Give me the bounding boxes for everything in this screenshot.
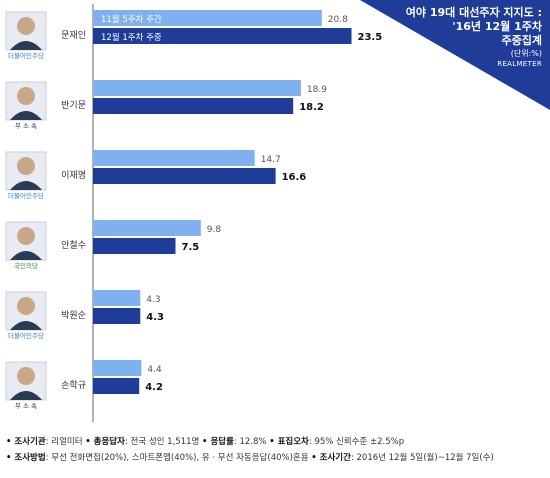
bar-prev-week — [93, 220, 201, 236]
brand-label: REALMETER — [497, 60, 542, 68]
footer-key: • 조사기간 — [311, 453, 351, 463]
data-label: 4.3 — [146, 312, 164, 323]
footer-line-2: • 조사방법: 무선 전화면접(20%), 스마트폰앱(40%), 유 · 무선… — [6, 450, 546, 466]
data-label: 23.5 — [358, 32, 383, 43]
bar-current-week — [93, 98, 294, 114]
candidate-portrait — [5, 11, 47, 51]
footer-value: : 2016년 12월 5일(월)~12월 7일(수) — [350, 453, 494, 463]
bar-current-week — [93, 168, 276, 184]
bar-current-week — [93, 378, 140, 394]
chart-title-line2: '16년 12월 1주차 — [452, 20, 542, 33]
bar-current-week — [93, 238, 176, 254]
candidate-name: 반기문 — [61, 100, 86, 111]
candidate-portrait — [5, 151, 47, 191]
party-label: 국민의당 — [14, 261, 38, 270]
chart-title-block: 여야 19대 대선주자 지지도 : '16년 12월 1주차 주중집계 (단위:… — [342, 6, 542, 69]
candidate-portrait — [5, 221, 47, 261]
portrait-suit — [10, 41, 42, 50]
footer-value: : 무선 전화면접(20%), 스마트폰앱(40%), 유 · 무선 자동응답(… — [45, 453, 309, 463]
data-label: 9.8 — [207, 225, 222, 235]
corner-title-background — [360, 0, 550, 110]
bar-prev-week — [93, 10, 322, 26]
legend-label: 12월 1주차 주중 — [101, 32, 162, 43]
data-label: 4.4 — [147, 365, 162, 375]
data-label: 4.2 — [145, 382, 163, 393]
footer-key: • 응답률 — [202, 437, 234, 447]
data-label: 7.5 — [182, 242, 200, 253]
candidate-portrait — [5, 81, 47, 121]
portrait-suit — [10, 111, 42, 120]
footer-value: : 전국 성인 1,511명 — [124, 437, 200, 447]
candidate-portrait — [5, 361, 47, 401]
portrait-face — [17, 367, 35, 385]
portrait-face — [17, 87, 35, 105]
chart-title-line3: 주중집계 — [501, 34, 542, 47]
bar-prev-week — [93, 150, 255, 166]
party-label: 더불어민주당 — [8, 331, 44, 340]
party-label: 무 소 속 — [15, 122, 37, 130]
data-label: 18.2 — [299, 102, 324, 113]
portrait-suit — [10, 321, 42, 330]
portrait-face — [17, 297, 35, 315]
data-label: 4.3 — [146, 295, 160, 305]
party-label: 더불어민주당 — [8, 191, 44, 200]
portrait-face — [17, 17, 35, 35]
candidate-name: 손학규 — [61, 380, 86, 391]
footer-value: : 12.8% — [233, 437, 267, 447]
candidate-name: 문재인 — [61, 30, 86, 41]
portrait-suit — [10, 251, 42, 260]
footer-value: : 95% 신뢰수준 ±2.5%p — [308, 437, 405, 447]
party-label: 더불어민주당 — [8, 51, 44, 60]
data-label: 14.7 — [261, 155, 281, 165]
chart-title-line1: 여야 19대 대선주자 지지도 : — [405, 6, 542, 19]
bar-current-week — [93, 28, 352, 44]
bar-prev-week — [93, 360, 142, 376]
bar-current-week — [93, 308, 141, 324]
candidate-name: 박원순 — [61, 310, 86, 321]
portrait-face — [17, 227, 35, 245]
candidate-name: 안철수 — [61, 240, 86, 251]
unit-label: (단위:%) — [510, 49, 542, 58]
footer-key: • 조사방법 — [6, 453, 46, 463]
footer-key: • 조사기관 — [6, 437, 46, 447]
bar-prev-week — [93, 290, 141, 306]
bar-prev-week — [93, 80, 301, 96]
footer-line-1: • 조사기관: 리얼미터 • 총응답자: 전국 성인 1,511명 • 응답률:… — [6, 434, 546, 450]
data-label: 18.9 — [307, 85, 327, 95]
footer-key: • 표집오차 — [269, 437, 309, 447]
legend-label: 11월 5주차 주간 — [101, 14, 162, 25]
party-label: 무 소 속 — [15, 402, 37, 410]
candidate-portrait — [5, 291, 47, 331]
portrait-suit — [10, 391, 42, 400]
data-label: 16.6 — [282, 172, 307, 183]
footer-value: : 리얼미터 — [45, 437, 83, 447]
portrait-face — [17, 157, 35, 175]
candidate-name: 이재명 — [61, 170, 86, 181]
footer-key: • 총응답자 — [85, 437, 125, 447]
data-label: 20.8 — [328, 15, 348, 25]
portrait-suit — [10, 181, 42, 190]
survey-footer: • 조사기관: 리얼미터 • 총응답자: 전국 성인 1,511명 • 응답률:… — [6, 434, 546, 466]
